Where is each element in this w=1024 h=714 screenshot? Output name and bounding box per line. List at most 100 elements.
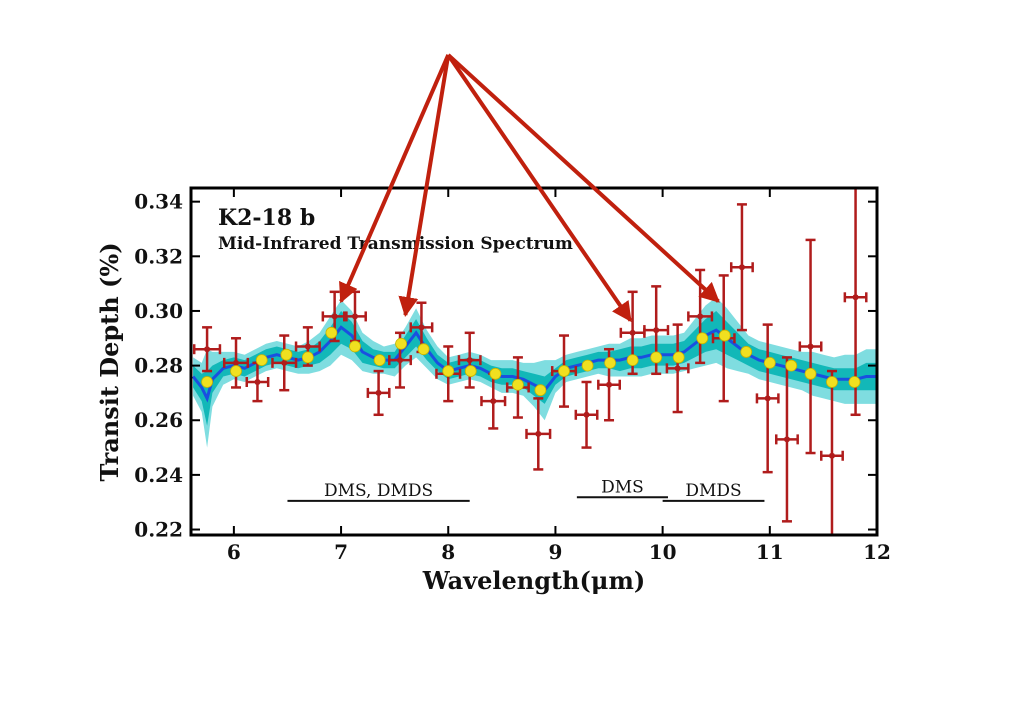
binned-model-point-19 xyxy=(626,354,639,367)
observed-point-12 xyxy=(457,331,482,389)
observed-marker xyxy=(783,436,790,443)
observed-marker xyxy=(466,357,473,364)
observed-marker xyxy=(397,357,404,364)
observed-marker xyxy=(281,359,288,366)
x-tick-label: 9 xyxy=(548,540,562,564)
binned-model-point-22 xyxy=(696,332,709,345)
y-tick-label: 0.32 xyxy=(134,244,183,268)
observed-marker xyxy=(304,343,311,350)
observed-marker xyxy=(674,365,681,372)
observed-point-1 xyxy=(192,326,222,373)
feature-arrow-3 xyxy=(446,53,633,323)
band-label-3: DMDS xyxy=(685,481,741,501)
binned-model-point-21 xyxy=(672,351,685,364)
observed-marker xyxy=(629,329,636,336)
y-tick-label: 0.22 xyxy=(134,518,183,542)
binned-model-point-5 xyxy=(301,351,314,364)
binned-model-point-16 xyxy=(558,365,570,377)
x-tick-label: 6 xyxy=(227,540,241,564)
observed-marker xyxy=(697,313,704,320)
molecule-bands: DMS, DMDS DMS DMDS xyxy=(287,477,765,502)
band-label-2: DMS xyxy=(601,477,644,497)
binned-model-point-2 xyxy=(230,365,242,377)
y-axis-ticks: 0.22 0.24 0.26 0.28 0.30 0.32 0.34 xyxy=(134,190,877,542)
y-tick-label: 0.24 xyxy=(134,463,183,487)
observed-marker xyxy=(828,452,835,459)
y-tick-label: 0.34 xyxy=(134,190,183,214)
binned-model-point-11 xyxy=(442,365,455,377)
y-tick-label: 0.28 xyxy=(134,354,183,378)
binned-model-point-6 xyxy=(325,326,338,339)
binned-model-point-18 xyxy=(604,356,617,369)
observed-point-2 xyxy=(222,337,250,389)
binned-model-point-26 xyxy=(785,359,798,372)
observed-marker xyxy=(375,389,382,396)
binned-model-point-9 xyxy=(395,337,407,350)
x-tick-label: 7 xyxy=(334,540,348,564)
observed-marker xyxy=(331,313,338,320)
binned-model-point-25 xyxy=(763,356,776,369)
binned-model-point-20 xyxy=(650,351,663,364)
y-tick-label: 0.26 xyxy=(134,408,183,432)
feature-arrow-2 xyxy=(398,54,451,318)
observed-point-29 xyxy=(843,188,868,417)
x-axis-ticks: 6 7 8 9 10 11 12 xyxy=(227,188,891,564)
observed-marker xyxy=(233,359,240,366)
plot-frame xyxy=(189,186,879,537)
y-axis-title: Transit Depth (%) xyxy=(95,242,124,481)
binned-model-point-29 xyxy=(848,376,861,388)
observed-point-28 xyxy=(820,369,844,535)
observed-marker xyxy=(418,324,425,331)
observed-marker xyxy=(807,343,814,350)
observed-point-17 xyxy=(574,380,599,449)
binned-model-point-23 xyxy=(718,329,731,342)
binned-model-point-8 xyxy=(373,354,386,367)
binned-model-point-15 xyxy=(534,384,547,397)
x-axis-title: Wavelength(μm) xyxy=(422,566,645,595)
observed-marker xyxy=(351,313,358,320)
observed-marker xyxy=(606,381,613,388)
binned-model-point-24 xyxy=(740,346,753,358)
chart-subtitle: Mid-Infrared Transmission Spectrum xyxy=(218,234,573,254)
binned-model-point-1 xyxy=(201,376,213,388)
y-tick-label: 0.30 xyxy=(134,299,183,323)
binned-model-points xyxy=(201,326,861,397)
observed-marker xyxy=(738,264,745,271)
x-tick-label: 11 xyxy=(756,540,784,564)
observed-point-27 xyxy=(798,238,823,455)
band-label-1: DMS, DMDS xyxy=(324,481,433,501)
observed-marker xyxy=(653,327,660,334)
binned-model-point-10 xyxy=(417,343,430,356)
x-tick-label: 12 xyxy=(863,540,891,564)
observed-marker xyxy=(852,294,859,301)
feature-arrow-4 xyxy=(446,53,720,303)
binned-model-point-14 xyxy=(512,378,524,391)
x-tick-label: 8 xyxy=(441,540,455,564)
observed-marker xyxy=(764,395,771,402)
binned-model-point-12 xyxy=(464,365,477,377)
observed-marker xyxy=(535,430,542,437)
binned-model-point-4 xyxy=(280,348,293,361)
feature-arrow-1 xyxy=(339,54,451,304)
binned-model-point-13 xyxy=(489,367,502,380)
observed-marker xyxy=(490,398,497,405)
observed-point-8 xyxy=(366,369,391,417)
observed-point-21 xyxy=(665,323,690,414)
observed-marker xyxy=(204,346,211,353)
binned-model-point-17 xyxy=(581,359,594,372)
binned-model-point-28 xyxy=(826,376,838,388)
feature-arrows xyxy=(339,53,720,323)
binned-model-point-3 xyxy=(255,354,268,367)
observed-marker xyxy=(254,378,261,385)
observed-point-26 xyxy=(774,356,799,523)
x-tick-label: 10 xyxy=(649,540,677,564)
binned-model-point-27 xyxy=(804,367,817,380)
observed-point-25 xyxy=(755,323,780,474)
observed-point-15 xyxy=(525,397,552,471)
chart-title: K2-18 b xyxy=(218,205,315,231)
binned-model-point-7 xyxy=(349,340,361,353)
plot-area xyxy=(191,188,877,535)
observed-marker xyxy=(583,411,590,418)
observed-point-24 xyxy=(729,203,754,332)
